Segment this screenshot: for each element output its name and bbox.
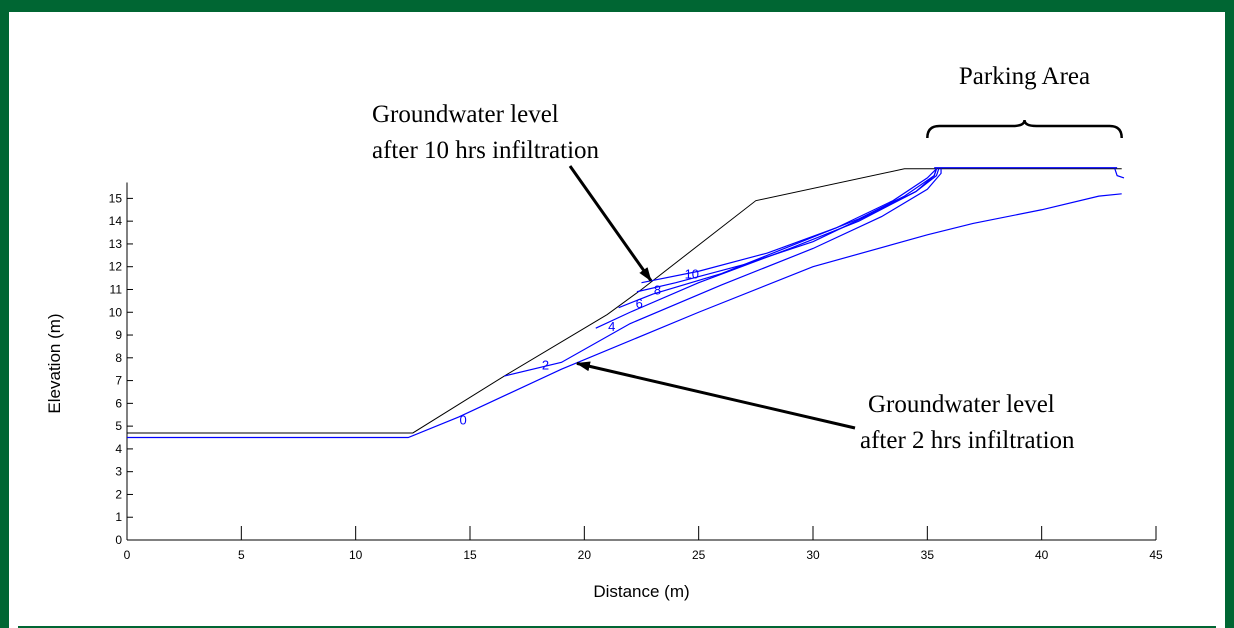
groundwater-edge-detail [1114,168,1125,179]
x-axis-label: Distance (m) [593,582,689,601]
y-tick-label: 7 [115,374,122,388]
contour-label-2: 2 [542,358,549,373]
annotation-gw10-line-1: after 10 hrs infiltration [372,137,600,164]
y-tick-label: 1 [115,510,122,524]
y-tick-label: 3 [115,465,122,479]
groundwater-series-layer [127,167,1125,439]
x-tick-label: 20 [578,548,592,562]
annotation-gw2-line-0: Groundwater level [868,391,1055,418]
contour-label-8: 8 [654,282,661,297]
y-tick-label: 8 [115,351,122,365]
x-tick-label: 45 [1149,548,1163,562]
contour-label-6: 6 [636,296,643,311]
annotation-gw2-arrow [575,361,856,430]
groundwater-line-4 [595,168,940,329]
y-tick-label: 5 [115,419,122,433]
parking-area-label: Parking Area [959,63,1090,90]
x-tick-label: 0 [124,548,131,562]
annotation-gw10-line-0: Groundwater level [372,101,559,128]
y-tick-label: 15 [109,191,123,205]
y-tick-label: 9 [115,328,122,342]
contour-labels-layer: 0 2 4 68 10 [460,267,700,428]
x-tick-label: 40 [1035,548,1049,562]
contour-label-4: 4 [608,319,615,334]
groundwater-line-6 [618,168,938,309]
x-tick-label: 10 [349,548,363,562]
groundwater-line-0 [127,193,1122,439]
y-tick-label: 12 [109,260,123,274]
y-tick-label: 0 [115,533,122,547]
parking-area-brace [926,119,1123,139]
x-tick-label: 15 [463,548,477,562]
y-tick-label: 11 [110,282,123,296]
y-tick-label: 6 [115,396,122,410]
slope-profile-layer [127,168,1122,434]
x-tick-label: 35 [921,548,935,562]
annotation-gw2-line-1: after 2 hrs infiltration [860,427,1075,454]
y-axis-label: Elevation (m) [45,313,64,413]
groundwater-line-8 [636,168,938,293]
annotations-layer: Groundwater level after 10 hrs infiltrati… [372,63,1123,454]
y-tick-label: 10 [109,305,123,319]
x-tick-label: 5 [238,548,245,562]
y-tick-label: 4 [115,442,122,456]
y-tick-label: 14 [109,214,123,228]
bottom-frame-line [18,626,1216,628]
x-tick-label: 30 [806,548,820,562]
contour-label-0: 0 [460,412,467,427]
groundwater-line-10 [641,168,937,284]
y-tick-label: 13 [109,237,123,251]
x-tick-label: 25 [692,548,706,562]
contour-label-10: 10 [685,267,699,282]
y-tick-label: 2 [115,487,122,501]
groundwater-line-2 [504,168,942,377]
annotation-gw10-arrow [568,165,653,282]
slope-profile-line [127,168,1122,434]
